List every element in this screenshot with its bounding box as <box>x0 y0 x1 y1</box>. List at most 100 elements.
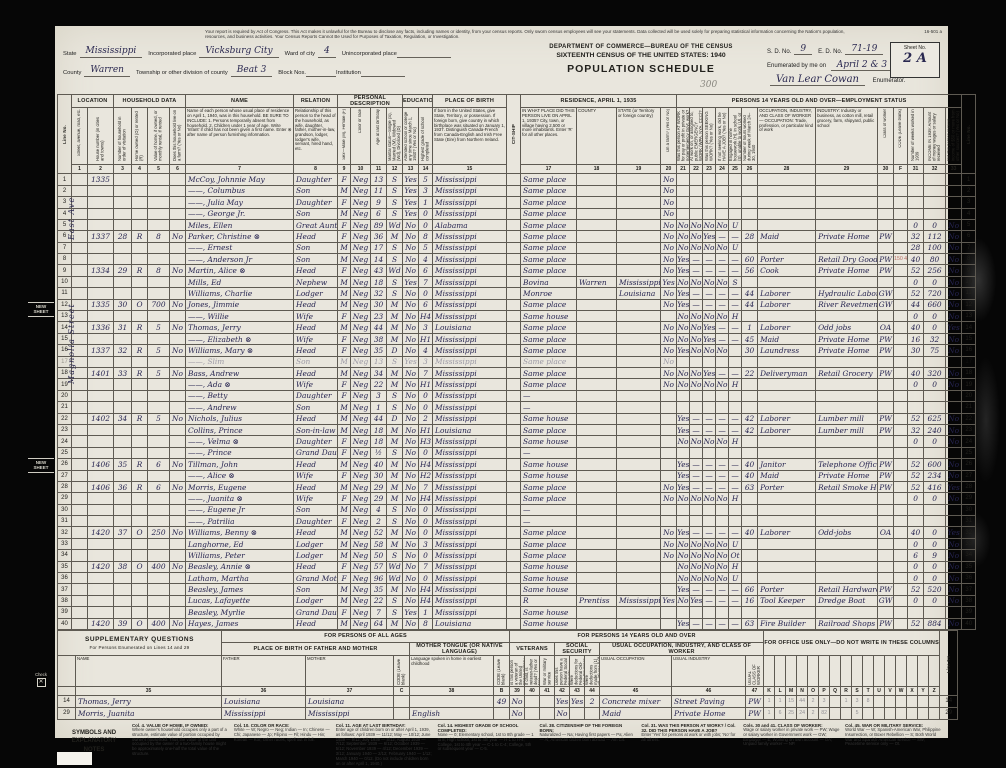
hrs-cell: 1 <box>741 321 759 334</box>
tongue-cell <box>409 694 494 708</box>
e5-cell: U <box>728 571 743 585</box>
e1-cell: No <box>676 310 691 323</box>
other-cell: No <box>945 275 963 289</box>
mar-cell: S <box>386 184 404 198</box>
occ-cell <box>757 378 817 391</box>
lineR-cell: 11 <box>961 287 977 300</box>
sex-cell: M <box>337 412 352 425</box>
e4-cell: No <box>715 310 730 323</box>
mar-cell: S <box>386 549 404 562</box>
age-cell: 36 <box>370 230 388 243</box>
enumerator-value: Van Lear Cowan <box>770 74 865 87</box>
hrs-cell <box>741 196 759 209</box>
occ-cell: Laundress <box>757 344 817 357</box>
codeF-cell <box>893 492 909 505</box>
column-number-codeA: C <box>393 685 410 696</box>
rel-cell: Grand Daughter <box>293 446 339 460</box>
e1-cell: Yes <box>676 469 691 482</box>
mar-cell: Wd <box>386 218 404 232</box>
street-cell <box>71 458 88 471</box>
resState-cell <box>616 412 662 425</box>
block-value <box>306 69 337 77</box>
hh-cell <box>113 446 133 460</box>
e4-cell <box>715 606 730 619</box>
farm-cell <box>169 435 187 448</box>
census-line: SIXTEENTH CENSUS OF THE UNITED STATES: 1… <box>556 52 726 60</box>
column-header-c15 <box>917 654 930 687</box>
race-cell: Neg <box>350 196 372 209</box>
farm-cell <box>169 583 187 596</box>
c15-cell <box>917 694 930 708</box>
resCounty-cell <box>576 526 618 539</box>
e5-cell: — <box>728 298 743 312</box>
age-cell: 44 <box>370 321 388 334</box>
resCounty-cell <box>576 184 618 198</box>
e4-cell: No <box>715 492 730 505</box>
column-number-hh: 3 <box>113 164 133 175</box>
grade-cell: 1 <box>418 196 434 209</box>
vet3-cell <box>539 706 556 720</box>
resCity-cell: Same place <box>520 184 578 198</box>
resCity-cell: Same house <box>520 435 578 448</box>
table-row: 4 ——, George Jr. Son M Neg 6 S Yes 0 Mississippi S… <box>57 207 977 220</box>
mar-cell: S <box>386 196 404 209</box>
val-cell <box>147 310 171 323</box>
mar-cell: M <box>386 230 404 243</box>
sex-cell: M <box>337 537 352 551</box>
name-cell: Williams, Mary ⊗ <box>185 344 295 357</box>
e1-cell: Yes <box>676 458 691 471</box>
column-header-ss3: Were deductions made from (1) all, (2) o… <box>584 654 601 687</box>
column-group: RELATION <box>293 94 339 109</box>
farm-cell <box>169 401 187 414</box>
weeks-cell: 52 <box>907 617 925 630</box>
c14-cell <box>906 694 919 708</box>
resCity-cell: Same house <box>520 458 578 471</box>
codeF-cell <box>893 617 909 630</box>
weeks-cell: 40 <box>907 253 925 266</box>
sch-cell: No <box>402 378 420 391</box>
tongue-cell: English <box>409 706 494 720</box>
e5-cell: — <box>728 617 743 630</box>
ind-cell <box>815 275 879 289</box>
sex-cell: F <box>337 344 352 357</box>
c16-cell <box>928 694 941 708</box>
other-cell <box>945 355 963 369</box>
birth-cell: Mississippi <box>432 537 508 551</box>
weeks-cell <box>907 606 925 619</box>
e5-cell <box>728 401 743 414</box>
e4-cell: — <box>715 332 730 346</box>
e5-cell: — <box>728 423 743 437</box>
table-row: 27 ——, Alice ⊗ Wife F Neg 30 M No H2 Mississippi S… <box>57 469 977 482</box>
income-cell: 0 <box>923 310 947 323</box>
occ-cell <box>757 389 817 403</box>
resCity-cell: — <box>520 401 578 414</box>
e1-cell: Yes <box>676 264 691 277</box>
cls-cell: PW <box>877 480 895 494</box>
column-header-sex: Sex—Male (M), Female (F) <box>337 107 352 166</box>
resCounty-cell <box>576 435 618 448</box>
resFarm-cell: No <box>660 355 678 369</box>
hh-cell <box>113 355 133 369</box>
other-cell <box>945 401 963 414</box>
e1-cell: No <box>676 594 691 608</box>
own-cell <box>131 503 149 517</box>
column-number-name: 35 <box>75 685 222 696</box>
weeks-cell: 52 <box>907 264 925 277</box>
hrs-cell <box>741 218 759 232</box>
e4-cell: — <box>715 423 730 437</box>
income-cell: 416 <box>923 480 947 494</box>
ind-cell <box>815 218 879 232</box>
rel-cell: Daughter <box>293 196 339 209</box>
c4-cell: 44 <box>796 694 809 708</box>
c6-cell: 82 <box>818 706 831 720</box>
column-header-father: FATHER <box>221 654 306 687</box>
grade-cell: 3 <box>418 537 434 551</box>
resCity-cell: — <box>520 503 578 517</box>
e5-cell <box>728 173 743 186</box>
house-cell <box>86 196 115 209</box>
note-item: Col. 10. COLOR OR RACE: White — W; Negro … <box>233 722 330 742</box>
sch-cell: No <box>402 526 420 539</box>
name-cell: ——, Slim <box>185 355 295 369</box>
mar-cell: M <box>386 310 404 323</box>
income-cell: 884 <box>923 617 947 630</box>
